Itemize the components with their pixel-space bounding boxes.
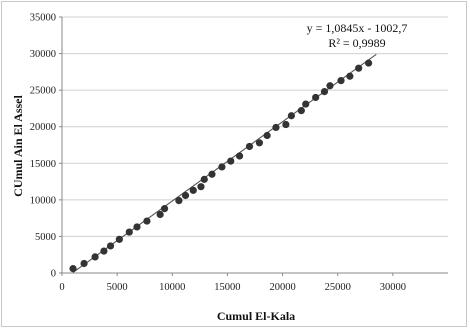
data-point-28 bbox=[312, 93, 320, 102]
data-point-12 bbox=[181, 191, 190, 200]
data-point-26 bbox=[297, 107, 305, 115]
data-point-3 bbox=[100, 247, 108, 255]
y-tick-label-3: 15000 bbox=[30, 159, 56, 170]
y-tick-label-4: 20000 bbox=[30, 122, 56, 133]
data-point-25 bbox=[287, 112, 295, 120]
x-tick-labels: 0 5000 10000 15000 20000 25000 30000 bbox=[59, 273, 406, 293]
data-point-34 bbox=[364, 59, 373, 67]
y-tick-label-1: 5000 bbox=[35, 232, 56, 243]
x-tick-label-1: 5000 bbox=[107, 282, 128, 293]
data-point-10 bbox=[160, 205, 169, 213]
y-tick-label-6: 30000 bbox=[30, 49, 56, 60]
data-point-24 bbox=[282, 120, 290, 129]
data-point-8 bbox=[143, 217, 151, 225]
data-point-15 bbox=[200, 175, 208, 183]
data-point-21 bbox=[255, 139, 264, 147]
data-point-0 bbox=[69, 265, 77, 273]
x-tick-label-0: 0 bbox=[59, 282, 64, 293]
data-point-13 bbox=[189, 186, 197, 194]
data-point-2 bbox=[91, 253, 99, 261]
x-tick-label-3: 15000 bbox=[214, 282, 240, 293]
gridlines bbox=[62, 16, 448, 237]
data-points bbox=[69, 59, 373, 273]
data-point-16 bbox=[208, 170, 216, 178]
x-axis-title: Cumul El-Kala bbox=[217, 309, 295, 323]
y-tick-label-5: 25000 bbox=[30, 86, 56, 97]
data-point-29 bbox=[320, 88, 329, 96]
x-tick-label-4: 20000 bbox=[269, 282, 295, 293]
x-tick-label-5: 25000 bbox=[325, 282, 351, 293]
data-point-11 bbox=[175, 196, 183, 205]
data-point-30 bbox=[326, 82, 334, 90]
data-point-5 bbox=[115, 235, 123, 243]
r-squared-label: R² = 0,9989 bbox=[328, 36, 385, 50]
y-tick-label-0: 0 bbox=[51, 269, 56, 280]
data-point-1 bbox=[80, 259, 88, 268]
data-point-18 bbox=[227, 157, 235, 165]
data-point-19 bbox=[235, 152, 244, 160]
y-axis-title: CUmul Ain El Assel bbox=[11, 94, 25, 196]
data-point-4 bbox=[106, 242, 115, 250]
data-point-32 bbox=[346, 72, 354, 80]
x-tick-label-6: 30000 bbox=[380, 282, 406, 293]
data-point-9 bbox=[156, 210, 164, 219]
data-point-20 bbox=[245, 142, 254, 151]
data-point-27 bbox=[302, 100, 310, 108]
y-tick-label-7: 35000 bbox=[30, 13, 56, 24]
x-tick-label-2: 10000 bbox=[159, 282, 185, 293]
data-point-14 bbox=[197, 183, 205, 191]
y-tick-label-2: 10000 bbox=[30, 195, 56, 206]
data-point-22 bbox=[263, 131, 271, 140]
data-point-23 bbox=[272, 123, 280, 132]
data-point-33 bbox=[355, 64, 363, 72]
data-point-6 bbox=[125, 228, 133, 236]
data-point-31 bbox=[337, 77, 345, 85]
data-point-17 bbox=[218, 163, 226, 171]
trendline-equation: y = 1,0845x - 1002,7 bbox=[307, 21, 408, 35]
y-tick-labels: 0 5000 10000 15000 20000 25000 30000 35000 bbox=[30, 13, 62, 280]
data-point-7 bbox=[133, 223, 141, 231]
